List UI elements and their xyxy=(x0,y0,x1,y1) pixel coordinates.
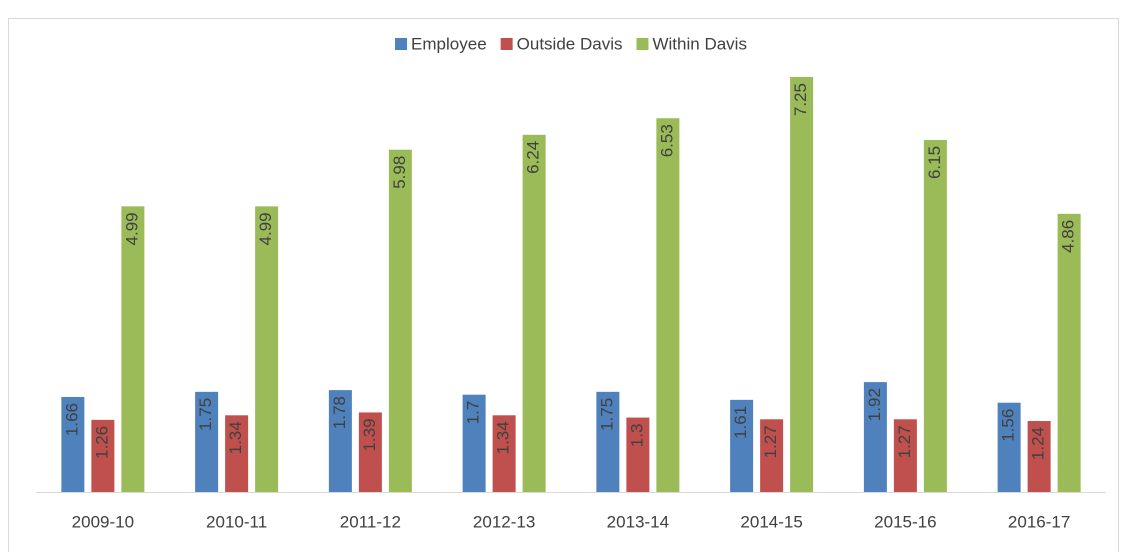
x-tick-label: 2011-12 xyxy=(340,512,401,531)
bar xyxy=(328,390,352,492)
legend-swatch xyxy=(500,38,513,50)
data-label: 1.75 xyxy=(597,398,616,431)
legend-label: Employee xyxy=(411,34,487,53)
data-label: 1.78 xyxy=(330,396,349,429)
bar xyxy=(1027,421,1051,492)
bar xyxy=(91,419,115,492)
bar xyxy=(195,391,219,492)
bar xyxy=(790,77,814,492)
legend: Employee Outside Davis Within Davis xyxy=(395,34,747,53)
data-label: 4.99 xyxy=(122,212,141,245)
bar xyxy=(522,134,546,493)
bar xyxy=(596,391,620,492)
legend-label: Within Davis xyxy=(652,34,746,53)
data-label: 1.34 xyxy=(494,421,513,454)
data-label: 6.15 xyxy=(925,146,944,179)
data-label: 1.26 xyxy=(92,426,111,459)
bar xyxy=(730,399,754,492)
legend-swatch xyxy=(395,38,408,50)
legend-label: Outside Davis xyxy=(517,34,623,53)
data-label: 6.24 xyxy=(524,141,543,174)
x-tick-label: 2014-15 xyxy=(740,512,802,531)
x-tick-label: 2010-11 xyxy=(206,512,267,531)
chart-frame xyxy=(8,18,1119,552)
bar xyxy=(1057,213,1081,493)
data-label: 6.53 xyxy=(657,124,676,157)
x-tick-label: 2012-13 xyxy=(473,512,535,531)
data-label: 1.92 xyxy=(865,388,884,421)
bar xyxy=(997,402,1021,492)
bar xyxy=(492,415,516,492)
bar xyxy=(225,415,249,492)
x-tick-label: 2015-16 xyxy=(874,512,936,531)
data-label: 1.56 xyxy=(999,409,1018,442)
bar xyxy=(388,149,412,493)
data-label: 7.25 xyxy=(791,83,810,116)
data-label: 1.3 xyxy=(627,424,646,448)
data-label: 1.27 xyxy=(761,425,780,458)
bar xyxy=(760,419,784,492)
data-label: 1.27 xyxy=(895,425,914,458)
bar xyxy=(358,412,382,492)
x-tick-label: 2013-14 xyxy=(607,512,669,531)
bar xyxy=(656,118,680,492)
bar xyxy=(923,139,947,492)
data-label: 1.7 xyxy=(464,401,483,425)
bar xyxy=(61,396,85,492)
data-label: 1.66 xyxy=(62,403,81,436)
bar xyxy=(462,394,486,492)
legend-swatch xyxy=(636,38,649,50)
bar xyxy=(863,382,887,492)
x-tick-label: 2009-10 xyxy=(72,512,134,531)
data-label: 1.61 xyxy=(731,406,750,439)
data-label: 1.75 xyxy=(196,398,215,431)
bar xyxy=(893,419,917,492)
data-label: 4.86 xyxy=(1059,220,1078,253)
data-label: 1.39 xyxy=(360,418,379,451)
data-label: 5.98 xyxy=(390,156,409,189)
data-label: 4.99 xyxy=(256,212,275,245)
x-tick-label: 2016-17 xyxy=(1008,512,1070,531)
bar xyxy=(121,206,145,492)
bar xyxy=(255,206,279,492)
bar xyxy=(626,417,650,492)
data-label: 1.34 xyxy=(226,421,245,454)
data-label: 1.24 xyxy=(1029,427,1048,460)
